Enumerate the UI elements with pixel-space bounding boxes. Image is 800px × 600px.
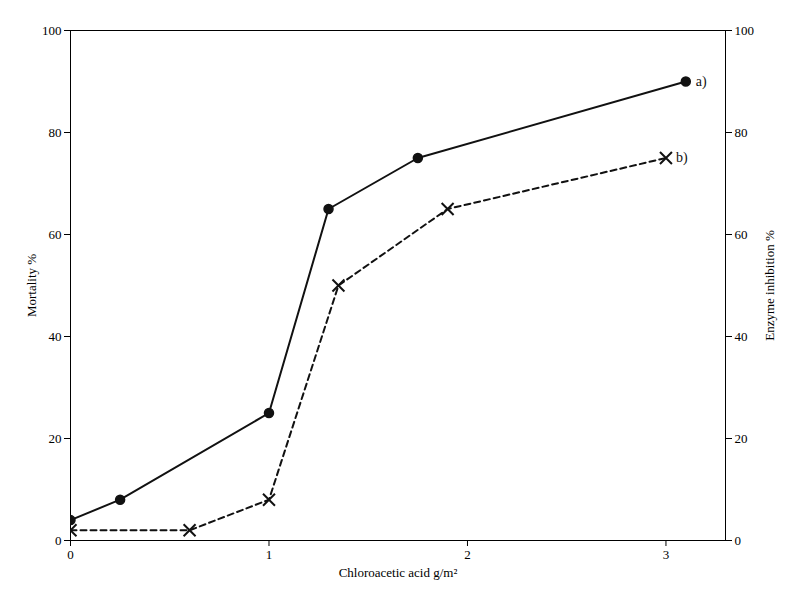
svg-text:100: 100 xyxy=(735,23,755,38)
svg-text:60: 60 xyxy=(49,227,62,242)
svg-text:0: 0 xyxy=(67,547,74,562)
svg-text:Mortality %: Mortality % xyxy=(24,254,39,317)
svg-text:b): b) xyxy=(676,150,688,166)
svg-text:1: 1 xyxy=(266,547,273,562)
svg-text:60: 60 xyxy=(735,227,748,242)
svg-text:2: 2 xyxy=(464,547,471,562)
svg-text:40: 40 xyxy=(735,329,748,344)
svg-text:Chloroacetic acid g/m²: Chloroacetic acid g/m² xyxy=(339,565,458,580)
svg-text:a): a) xyxy=(696,74,707,90)
svg-text:20: 20 xyxy=(49,431,62,446)
svg-text:Enzyme inhibition %: Enzyme inhibition % xyxy=(762,230,777,341)
svg-text:0: 0 xyxy=(735,533,742,548)
svg-text:80: 80 xyxy=(735,125,748,140)
svg-text:80: 80 xyxy=(49,125,62,140)
svg-text:40: 40 xyxy=(49,329,62,344)
svg-text:20: 20 xyxy=(735,431,748,446)
svg-text:100: 100 xyxy=(42,23,62,38)
svg-text:3: 3 xyxy=(663,547,670,562)
svg-text:0: 0 xyxy=(55,533,62,548)
